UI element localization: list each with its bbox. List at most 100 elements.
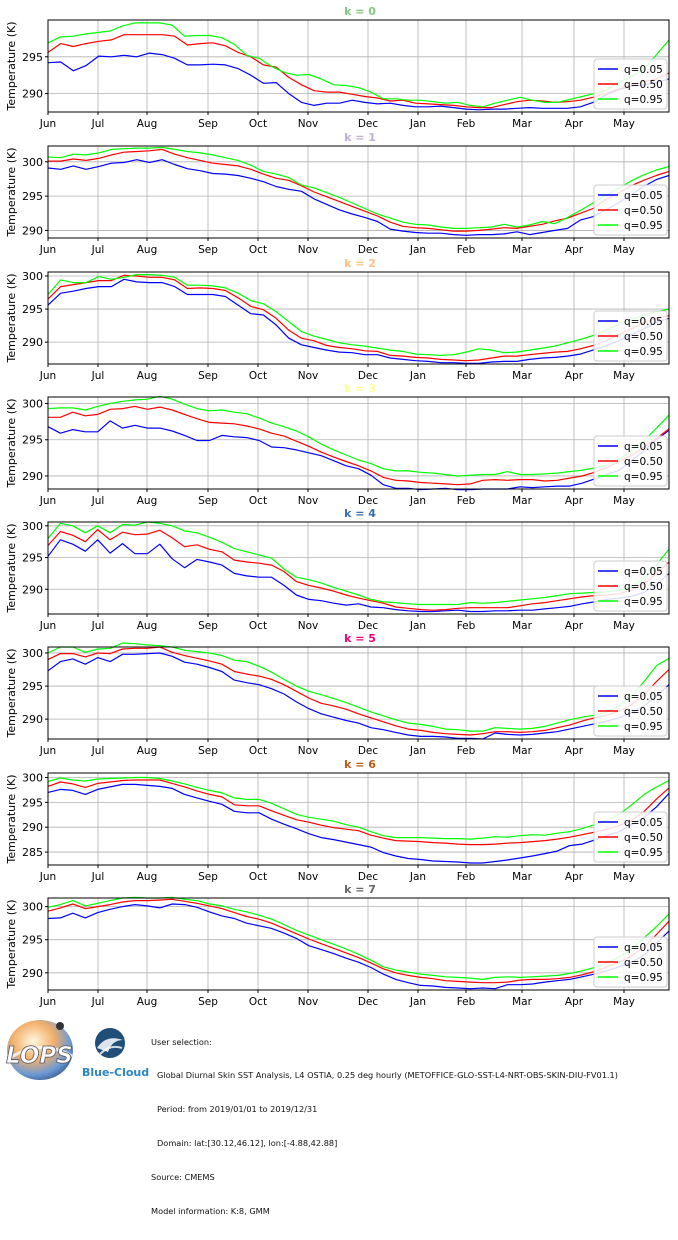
quantile-charts: 290 295 Jun Jul Aug Sep Oct Nov Dec Jan Feb Mar Apr M… bbox=[5, 5, 670, 1008]
x-tick-label: Apr bbox=[565, 996, 584, 1008]
y-tick-label: 295 bbox=[22, 552, 43, 565]
chart-panel-4: 290 295 300 Jun Jul Aug Sep Oct Nov Dec Jan Feb Mar A… bbox=[5, 507, 670, 632]
x-tick-label: Sep bbox=[198, 996, 218, 1008]
chart-panel-5: 290 295 300 Jun Jul Aug Sep Oct Nov Dec Jan Feb Mar A… bbox=[5, 632, 670, 757]
legend-label: q=0.50 bbox=[624, 581, 663, 593]
x-tick-label: Nov bbox=[298, 244, 319, 256]
series-line-q005 bbox=[47, 159, 670, 236]
chart-title: k = 6 bbox=[344, 758, 376, 771]
legend-label: q=0.05 bbox=[624, 316, 663, 328]
legend-box bbox=[593, 936, 668, 988]
chart-panel-6: 285 290 295 300 Jun Jul Aug Sep Oct Nov Dec Jan Feb M… bbox=[5, 758, 670, 883]
y-tick-label: 300 bbox=[22, 771, 43, 784]
x-tick-label: Nov bbox=[298, 118, 319, 130]
info-line-model: Model information: K:8, GMM bbox=[151, 1206, 270, 1217]
y-tick-label: 290 bbox=[22, 88, 43, 101]
x-tick-label: Apr bbox=[565, 495, 584, 507]
y-axis-label: Temperature (K) bbox=[5, 274, 18, 364]
y-axis-label: Temperature (K) bbox=[5, 775, 18, 865]
plot-frame bbox=[47, 271, 670, 365]
plot-frame bbox=[47, 897, 670, 991]
x-tick-label: Jan bbox=[409, 745, 426, 757]
x-tick-label: Feb bbox=[457, 370, 476, 382]
y-axis-label: Temperature (K) bbox=[5, 649, 18, 739]
y-axis-label: Temperature (K) bbox=[5, 399, 18, 489]
series-line-q095 bbox=[47, 642, 670, 732]
x-tick-label: Apr bbox=[565, 871, 584, 883]
x-tick-label: Jul bbox=[91, 745, 105, 757]
x-tick-label: Nov bbox=[298, 996, 319, 1008]
legend-box bbox=[593, 560, 668, 612]
legend-label: q=0.50 bbox=[624, 706, 663, 718]
y-tick-label: 295 bbox=[22, 51, 43, 64]
x-tick-label: Nov bbox=[298, 620, 319, 632]
chart-title: k = 4 bbox=[344, 507, 376, 520]
x-tick-label: Jul bbox=[91, 370, 105, 382]
y-tick-label: 290 bbox=[22, 336, 43, 349]
series-line-q050 bbox=[48, 405, 670, 486]
legend-label: q=0.05 bbox=[624, 64, 663, 76]
x-tick-label: Sep bbox=[198, 495, 218, 507]
x-tick-label: Feb bbox=[457, 495, 476, 507]
chart-panel-3: 290 295 300 Jun Jul Aug Sep Oct Nov Dec Jan Feb Mar A… bbox=[5, 382, 670, 507]
x-tick-label: Sep bbox=[198, 620, 218, 632]
series-line-q050 bbox=[47, 274, 670, 362]
x-tick-label: Jun bbox=[39, 495, 56, 507]
x-tick-label: May bbox=[613, 370, 635, 382]
plot-frame bbox=[47, 396, 670, 490]
x-tick-label: Jan bbox=[409, 495, 426, 507]
x-tick-label: May bbox=[613, 620, 635, 632]
series-line-q005 bbox=[47, 420, 670, 491]
blue-cloud-logo: Blue-Cloud bbox=[82, 1028, 149, 1079]
x-tick-label: Jun bbox=[39, 620, 56, 632]
info-line-period: Period: from 2019/01/01 to 2019/12/31 bbox=[157, 1104, 318, 1115]
legend: q=0.05 q=0.50 q=0.95 bbox=[593, 435, 668, 487]
chart-panel-1: 290 295 300 Jun Jul Aug Sep Oct Nov Dec Jan Feb Mar A… bbox=[5, 131, 670, 256]
x-tick-label: Oct bbox=[249, 620, 267, 632]
series-line-q095 bbox=[47, 776, 670, 840]
x-tick-label: Aug bbox=[137, 871, 158, 883]
legend-label: q=0.05 bbox=[624, 190, 663, 202]
legend: q=0.05 q=0.50 q=0.95 bbox=[593, 936, 668, 988]
x-tick-label: Dec bbox=[358, 996, 379, 1008]
y-tick-label: 295 bbox=[22, 190, 43, 203]
legend-label: q=0.95 bbox=[624, 471, 663, 483]
legend: q=0.05 q=0.50 q=0.95 bbox=[593, 560, 668, 612]
x-tick-label: Nov bbox=[298, 370, 319, 382]
series-line-q005 bbox=[47, 52, 670, 111]
legend: q=0.05 q=0.50 q=0.95 bbox=[593, 58, 668, 110]
y-axis-label: Temperature (K) bbox=[5, 524, 18, 614]
legend-box bbox=[593, 58, 668, 110]
x-tick-label: May bbox=[613, 871, 635, 883]
series-line-q005 bbox=[47, 783, 670, 864]
plot-frame bbox=[47, 145, 670, 239]
x-tick-label: Nov bbox=[298, 871, 319, 883]
x-tick-label: Jun bbox=[39, 118, 56, 130]
x-tick-label: Sep bbox=[198, 118, 218, 130]
y-tick-label: 300 bbox=[22, 901, 43, 914]
x-tick-label: Oct bbox=[249, 871, 267, 883]
legend-label: q=0.50 bbox=[624, 456, 663, 468]
x-tick-label: Jan bbox=[409, 370, 426, 382]
x-tick-label: Jan bbox=[409, 244, 426, 256]
legend-box bbox=[593, 685, 668, 737]
x-tick-label: Feb bbox=[457, 620, 476, 632]
series-line-q005 bbox=[47, 539, 670, 613]
selection-info: User selection: Global Diurnal Skin SST … bbox=[151, 1014, 618, 1240]
x-tick-label: Mar bbox=[512, 244, 532, 256]
legend-label: q=0.05 bbox=[624, 566, 663, 578]
x-tick-label: May bbox=[613, 996, 635, 1008]
y-tick-label: 300 bbox=[22, 647, 43, 660]
y-tick-label: 300 bbox=[22, 520, 43, 533]
x-tick-label: Jul bbox=[91, 996, 105, 1008]
x-tick-label: Sep bbox=[198, 745, 218, 757]
x-tick-label: Jul bbox=[91, 871, 105, 883]
x-tick-label: May bbox=[613, 118, 635, 130]
x-tick-label: Aug bbox=[137, 370, 158, 382]
x-tick-label: Jun bbox=[39, 244, 56, 256]
x-tick-label: Jul bbox=[91, 118, 105, 130]
x-tick-label: Dec bbox=[358, 620, 379, 632]
legend: q=0.05 q=0.50 q=0.95 bbox=[593, 310, 668, 362]
x-tick-label: Aug bbox=[137, 495, 158, 507]
x-tick-label: Dec bbox=[358, 745, 379, 757]
